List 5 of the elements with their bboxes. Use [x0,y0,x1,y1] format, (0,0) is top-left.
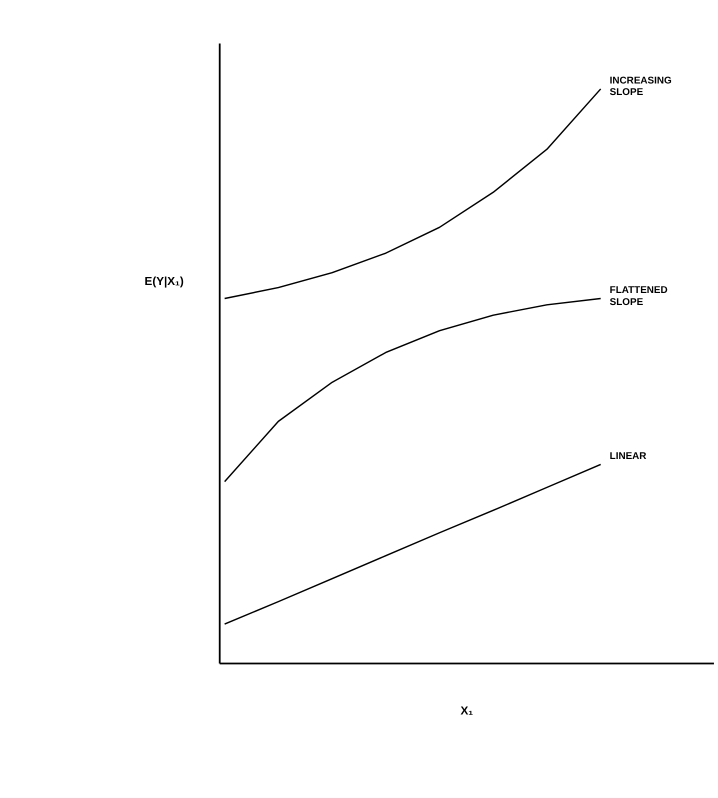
series-label: FLATTENED SLOPE [610,285,668,308]
series-label: LINEAR [610,451,646,462]
series-label: INCREASING SLOPE [610,76,672,98]
y-axis-title: E(Y|X₁) [144,275,184,288]
x-axis-title: X₁ [460,704,474,718]
